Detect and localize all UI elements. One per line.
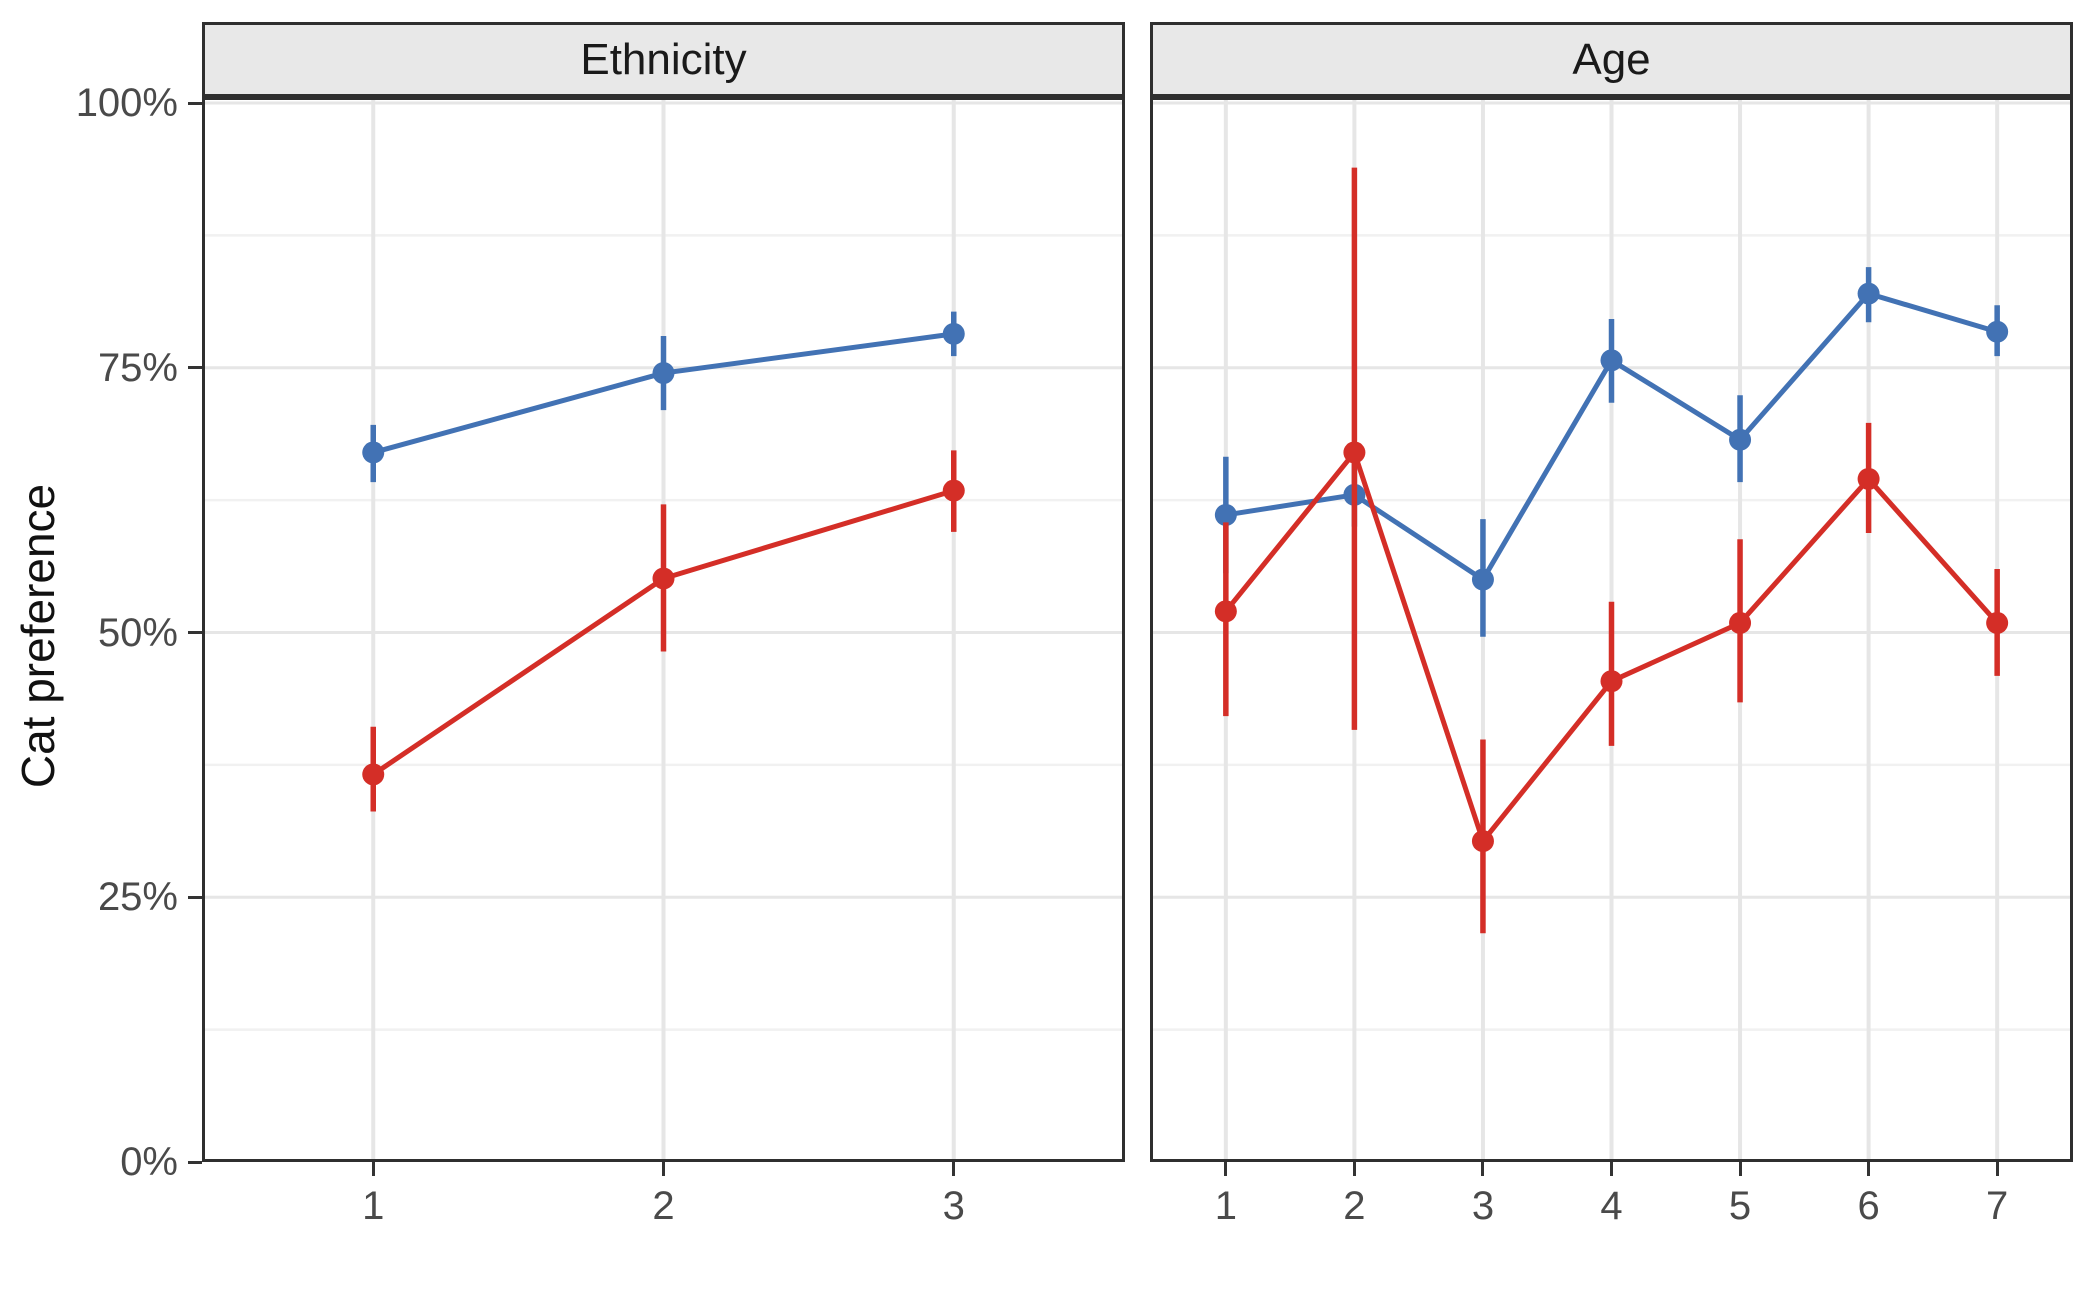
facet-strip-label: Age: [1572, 34, 1651, 84]
x-axis-tick: [1224, 1162, 1228, 1176]
x-axis-tick-label: 7: [1986, 1184, 2009, 1228]
point-red-group: [1343, 441, 1366, 464]
x-axis-tick: [662, 1162, 665, 1176]
x-axis-tick: [952, 1162, 956, 1176]
y-axis-tick: [188, 1160, 202, 1164]
point-blue-group: [1214, 503, 1237, 526]
x-axis-tick-label: 4: [1600, 1184, 1623, 1228]
point-blue-group: [1471, 568, 1494, 591]
x-axis-tick: [1481, 1162, 1485, 1176]
facet-strip-age: Age: [1150, 22, 2073, 97]
x-axis-tick: [1352, 1162, 1356, 1176]
panel-border: [202, 97, 1125, 1162]
x-axis-tick: [1867, 1162, 1871, 1176]
point-blue-group: [1857, 282, 1880, 305]
x-axis-tick: [1738, 1162, 1742, 1176]
panel-plot-svg: [202, 97, 1125, 1164]
point-red-group: [362, 763, 385, 786]
facet-strip-label: Ethnicity: [580, 34, 747, 84]
y-axis-tick-label: 50%: [97, 610, 178, 655]
panel-border: [1150, 97, 2073, 1162]
x-axis-tick-label: 2: [1343, 1184, 1366, 1228]
point-red-group: [1214, 600, 1237, 623]
panel-plot-svg: [1150, 97, 2073, 1164]
x-axis-tick: [371, 1162, 375, 1176]
point-red-group: [1600, 670, 1623, 693]
y-axis-tick-label: 0%: [120, 1140, 178, 1184]
y-axis-tick-label: 25%: [97, 875, 178, 920]
point-red-group: [1471, 830, 1494, 853]
x-axis-tick: [1610, 1162, 1613, 1176]
panel-age: [1150, 97, 2073, 1164]
x-axis-tick: [1995, 1162, 1999, 1176]
point-blue-group: [652, 362, 675, 385]
y-axis-tick-label: 100%: [75, 81, 178, 125]
y-axis-tick-label: 75%: [97, 345, 178, 390]
point-red-group: [1857, 467, 1880, 490]
y-axis-tick: [188, 101, 202, 105]
x-axis-tick-label: 3: [942, 1184, 965, 1228]
x-axis-tick-label: 1: [1214, 1184, 1237, 1228]
point-red-group: [1986, 611, 2009, 634]
point-blue-group: [1986, 320, 2009, 343]
y-axis-tick: [188, 895, 202, 899]
point-blue-group: [362, 441, 385, 464]
point-red-group: [942, 479, 965, 502]
point-blue-group: [1729, 428, 1752, 451]
y-axis-tick: [188, 631, 202, 634]
x-axis-tick-label: 2: [652, 1184, 675, 1228]
point-blue-group: [942, 322, 965, 345]
point-blue-group: [1600, 349, 1623, 372]
x-axis-tick-label: 6: [1857, 1184, 1880, 1228]
y-axis-tick: [188, 366, 202, 370]
x-axis-tick-label: 3: [1471, 1184, 1495, 1228]
point-red-group: [1729, 611, 1752, 634]
x-axis-tick-label: 5: [1728, 1184, 1752, 1228]
x-axis-tick-label: 1: [362, 1184, 385, 1228]
point-red-group: [652, 567, 675, 590]
panel-ethnicity: [202, 97, 1125, 1164]
facet-strip-ethnicity: Ethnicity: [202, 22, 1125, 97]
